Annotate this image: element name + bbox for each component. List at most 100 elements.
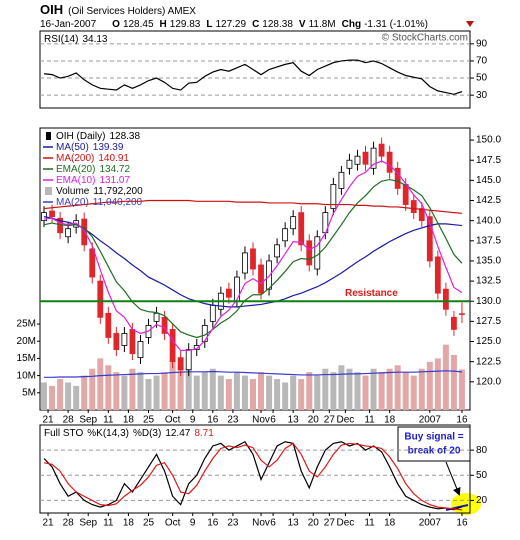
candle-body: [394, 167, 401, 189]
y-tick-label: 132.5: [476, 276, 501, 287]
volume-bar: [105, 365, 112, 410]
candle-body: [418, 208, 425, 222]
series-line: [43, 216, 463, 308]
candle-body: [330, 183, 337, 209]
volume-bar: [330, 372, 337, 410]
y2-tick-label: 25M: [17, 319, 36, 330]
candle-body: [346, 159, 353, 169]
candle-body: [459, 313, 465, 315]
quote-label: L: [206, 19, 212, 30]
legend-entry: MA(50) 139.39: [56, 142, 124, 153]
volume-bar: [161, 372, 168, 410]
candle-body: [250, 248, 256, 270]
candle-body: [193, 345, 200, 350]
legend-value: 11,040,200: [93, 197, 143, 208]
candle-body: [378, 143, 385, 157]
x-tick-label: 9: [190, 415, 196, 426]
candle-body: [354, 155, 361, 165]
volume-bar: [458, 369, 465, 410]
x-tick-label: Oct: [165, 518, 181, 529]
y-tick-label: 147.5: [476, 155, 501, 166]
x-tick-label: 6: [270, 518, 276, 529]
last-value: 12.47: [165, 428, 190, 439]
candle-body: [282, 228, 289, 242]
x-tick-label: 16: [207, 415, 219, 426]
x-tick-label: 13: [288, 518, 300, 529]
candle-body: [137, 341, 144, 359]
title: Full STO: [44, 428, 83, 439]
y-tick-label: 140.0: [476, 215, 501, 226]
volume-bar: [65, 382, 72, 410]
volume-bar: [258, 372, 265, 410]
volume-bar: [241, 375, 248, 410]
legend-entry: MA(200) 140.91: [56, 153, 129, 164]
volume-bar: [121, 375, 128, 410]
volume-bar: [306, 372, 313, 410]
quote-value: 127.29: [215, 19, 246, 30]
volume-bar: [177, 365, 184, 410]
x-tick-label: 16: [207, 518, 219, 529]
volume-bar: [249, 379, 256, 410]
x-tick-label: Nov: [252, 518, 270, 529]
volume-bar: [450, 354, 457, 410]
volume-bar: [169, 361, 176, 410]
x-tick-label: 27: [324, 415, 336, 426]
candle-body: [410, 200, 417, 213]
candle-body: [370, 147, 377, 169]
candle-body: [161, 316, 168, 334]
x-tick-label: 11: [364, 415, 375, 426]
y-tick-label: 135.0: [476, 256, 501, 267]
y-tick-label: 50: [476, 470, 488, 481]
x-tick-label: 13: [288, 415, 300, 426]
volume-bar: [338, 365, 345, 410]
annotation-text: break of 20: [408, 446, 461, 457]
volume-bar: [410, 375, 417, 410]
panel-title: Full STO %K(14,3) %D(3) 12.47 8.71: [44, 428, 214, 439]
candle-body: [434, 256, 441, 294]
volume-bar: [386, 368, 393, 410]
candle-body: [274, 244, 281, 258]
last-value: 34.13: [82, 34, 107, 45]
y-tick-label: 70: [476, 56, 488, 67]
candle-body: [451, 316, 457, 330]
x-tick-label: 28: [63, 415, 75, 426]
x-tick-label: 18: [384, 518, 396, 529]
x-tick-label: Nov: [252, 415, 270, 426]
x-tick-label: 2007: [419, 518, 442, 529]
candle-body: [129, 329, 136, 354]
legend-value: 139.39: [93, 142, 124, 153]
volume-bar: [217, 375, 224, 410]
series-line: [43, 178, 463, 339]
candle-body: [65, 228, 72, 238]
y-tick-label: 150.0: [476, 135, 501, 146]
candle-body: [290, 216, 297, 230]
last-close: 128.38: [109, 131, 140, 142]
volume-bar: [57, 379, 64, 410]
y-tick-label: 30: [476, 90, 488, 101]
y-tick-label: 142.5: [476, 195, 501, 206]
candle-body: [89, 248, 96, 278]
x-tick-label: 6: [270, 415, 276, 426]
y2-tick-label: 5M: [22, 387, 36, 398]
x-tick-label: 11: [364, 518, 375, 529]
title: OIH (Daily): [56, 131, 105, 142]
title: RSI(14): [44, 34, 78, 45]
panel-title: RSI(14) 34.13: [44, 34, 108, 45]
volume-bar: [193, 375, 200, 410]
x-tick-label: 25: [143, 415, 155, 426]
volume-bar: [298, 379, 305, 410]
volume-bar: [442, 344, 449, 410]
candle-body: [402, 183, 409, 205]
volume-bar: [201, 372, 208, 410]
candle-body: [105, 312, 112, 338]
volume-bar: [290, 375, 297, 410]
quote-value: -1.31 (-1.01%): [364, 19, 428, 30]
volume-bar: [73, 385, 80, 410]
candle-body: [209, 304, 216, 322]
volume-bar: [362, 375, 369, 410]
quote-label: H: [160, 19, 167, 30]
date: 16-Jan-2007: [40, 19, 97, 30]
series-name: MA(200): [56, 153, 94, 164]
x-tick-label: 23: [227, 518, 239, 529]
